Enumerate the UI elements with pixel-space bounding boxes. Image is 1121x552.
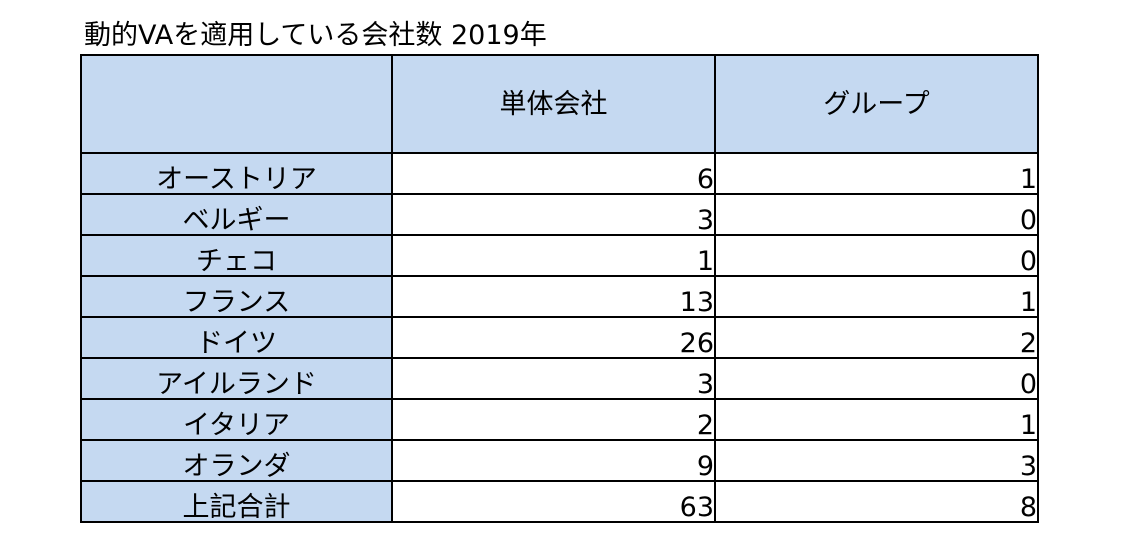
- cell-single-company-count: 1: [391, 234, 716, 277]
- row-label-country: イタリア: [80, 398, 393, 441]
- cell-single-company-count: 2: [391, 398, 716, 441]
- header-single-company: 単体会社: [391, 54, 716, 154]
- table-row: ドイツ 26 2: [80, 316, 1039, 359]
- header-row: 単体会社 グループ: [80, 54, 1039, 154]
- cell-single-company-count: 13: [391, 275, 716, 318]
- cell-group-count: 1: [714, 398, 1039, 441]
- cell-group-count: 2: [714, 316, 1039, 359]
- cell-single-company-count: 63: [391, 480, 716, 523]
- table-body: 単体会社 グループ オーストリア 6 1 ベルギー 3 0 チェコ 1 0 フランス 13 1 ドイツ 2…: [80, 54, 1039, 523]
- table-row: イタリア 2 1: [80, 398, 1039, 441]
- table-row: ベルギー 3 0: [80, 193, 1039, 236]
- table-row: アイルランド 3 0: [80, 357, 1039, 400]
- table-row: オーストリア 6 1: [80, 152, 1039, 195]
- cell-single-company-count: 3: [391, 193, 716, 236]
- cell-group-count: 1: [714, 275, 1039, 318]
- row-label-country: チェコ: [80, 234, 393, 277]
- row-label-country: オーストリア: [80, 152, 393, 195]
- cell-group-count: 8: [714, 480, 1039, 523]
- row-label-country: ベルギー: [80, 193, 393, 236]
- cell-single-company-count: 9: [391, 439, 716, 482]
- table-row: フランス 13 1: [80, 275, 1039, 318]
- cell-group-count: 0: [714, 234, 1039, 277]
- cell-group-count: 3: [714, 439, 1039, 482]
- cell-single-company-count: 26: [391, 316, 716, 359]
- cell-single-company-count: 3: [391, 357, 716, 400]
- row-label-country: アイルランド: [80, 357, 393, 400]
- cell-group-count: 0: [714, 193, 1039, 236]
- header-group: グループ: [714, 54, 1039, 154]
- header-corner-cell: [80, 54, 393, 154]
- table-row: 上記合計 63 8: [80, 480, 1039, 523]
- table-row: オランダ 9 3: [80, 439, 1039, 482]
- data-table: 単体会社 グループ オーストリア 6 1 ベルギー 3 0 チェコ 1 0 フランス 13 1 ドイツ 2…: [80, 54, 1039, 523]
- cell-group-count: 0: [714, 357, 1039, 400]
- table-title: 動的VAを適用している会社数 2019年: [84, 20, 547, 51]
- cell-single-company-count: 6: [391, 152, 716, 195]
- row-label-country: 上記合計: [80, 480, 393, 523]
- row-label-country: ドイツ: [80, 316, 393, 359]
- cell-group-count: 1: [714, 152, 1039, 195]
- row-label-country: フランス: [80, 275, 393, 318]
- row-label-country: オランダ: [80, 439, 393, 482]
- table-row: チェコ 1 0: [80, 234, 1039, 277]
